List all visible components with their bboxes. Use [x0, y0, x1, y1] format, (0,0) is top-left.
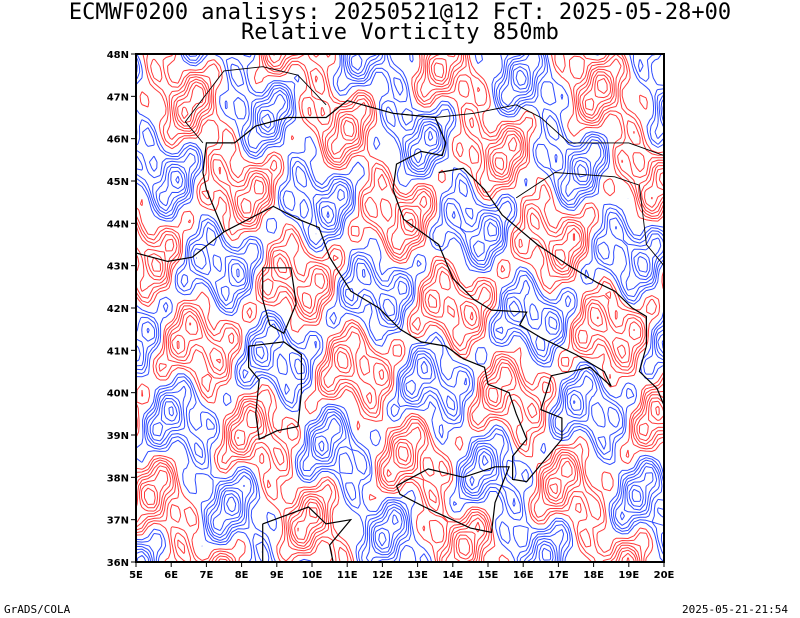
- country-border: [392, 104, 664, 157]
- lon-tick-label: 12E: [372, 570, 393, 581]
- lon-tick-label: 19E: [618, 570, 639, 581]
- lon-tick-label: 15E: [478, 570, 499, 581]
- lon-tick-label: 13E: [407, 570, 428, 581]
- lat-tick-label: 46N: [107, 135, 129, 146]
- positive-vorticity-contours: [136, 54, 664, 562]
- map-subtitle: Relative Vorticity 850mb: [241, 20, 559, 45]
- lat-tick-label: 47N: [107, 92, 129, 103]
- longitude-axis: 5E 6E 7E 8E 9E 10E 11E 12E 13E 14E 15E 16E 17E 18E 19E…: [129, 562, 675, 581]
- coastlines: [136, 66, 664, 562]
- lat-tick-label: 43N: [107, 262, 129, 273]
- render-timestamp: 2025-05-21-21:54: [682, 603, 788, 616]
- map-title: ECMWF0200 analisys: 20250521@12 FcT: 202…: [68, 0, 732, 25]
- lat-tick-label: 44N: [107, 219, 129, 230]
- corsica-coastline: [262, 267, 297, 335]
- lat-tick-label: 40N: [107, 389, 129, 400]
- france-coastline: [136, 231, 225, 263]
- sardinia-coastline: [248, 341, 302, 441]
- lon-tick-label: 7E: [200, 570, 214, 581]
- latitude-axis: 48N 47N 46N 45N 44N 43N 42N 41N 40N 39N 38N 37N 36N: [107, 50, 136, 569]
- lon-tick-label: 6E: [164, 570, 178, 581]
- country-border: [184, 66, 327, 144]
- lat-tick-label: 48N: [107, 50, 129, 61]
- lat-tick-label: 41N: [107, 346, 129, 357]
- sicily-coastline: [395, 466, 510, 534]
- software-credit: GrADS/COLA: [4, 603, 71, 616]
- lon-tick-label: 9E: [270, 570, 284, 581]
- lon-tick-label: 16E: [513, 570, 534, 581]
- lon-tick-label: 5E: [129, 570, 143, 581]
- lat-tick-label: 36N: [107, 558, 129, 569]
- tunisia-coastline: [262, 506, 353, 562]
- country-border: [515, 172, 664, 266]
- lon-tick-label: 8E: [235, 570, 249, 581]
- balkan-coastline: [438, 167, 664, 406]
- lat-tick-label: 39N: [107, 431, 129, 442]
- italy-coastline: [202, 99, 612, 483]
- vorticity-contours: [136, 54, 664, 562]
- lon-tick-label: 20E: [654, 570, 675, 581]
- lon-tick-label: 11E: [337, 570, 358, 581]
- lon-tick-label: 18E: [583, 570, 604, 581]
- lat-tick-label: 38N: [107, 473, 129, 484]
- lat-tick-label: 45N: [107, 177, 129, 188]
- lon-tick-label: 10E: [302, 570, 323, 581]
- lon-tick-label: 14E: [442, 570, 463, 581]
- lat-tick-label: 42N: [107, 304, 129, 315]
- lat-tick-label: 37N: [107, 516, 129, 527]
- lon-tick-label: 17E: [548, 570, 569, 581]
